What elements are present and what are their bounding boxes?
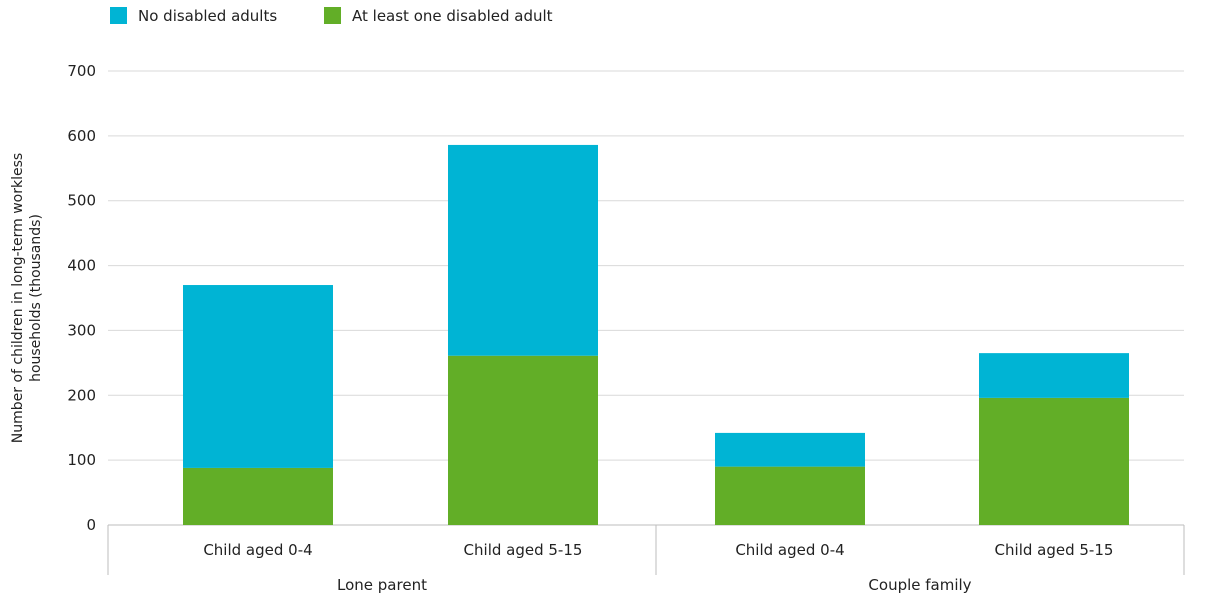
y-axis-ticks: 0 100 200 300 400 500 600 700 <box>67 62 96 534</box>
y-tick-label: 200 <box>67 386 96 404</box>
x-tick-label: Child aged 5-15 <box>464 541 583 559</box>
legend-swatch <box>324 7 341 24</box>
y-tick-label: 700 <box>67 62 96 80</box>
x-axis: Child aged 0-4 Child aged 5-15 Lone parent… <box>107 525 1185 594</box>
x-tick-label: Child aged 5-15 <box>995 541 1114 559</box>
x-tick-label: Child aged 0-4 <box>203 541 312 559</box>
bar-segment <box>715 432 865 467</box>
y-tick-label: 100 <box>67 451 96 469</box>
y-axis-label: Number of children in long-term workless… <box>10 153 44 443</box>
bar-segment <box>448 355 598 525</box>
bar-segment <box>979 397 1129 525</box>
bar-segment <box>183 285 333 468</box>
bar-segment <box>979 353 1129 398</box>
legend: No disabled adults At least one disabled … <box>110 7 553 25</box>
legend-swatch <box>110 7 127 24</box>
x-group-label: Lone parent <box>337 576 427 594</box>
x-tick-label: Child aged 0-4 <box>735 541 844 559</box>
bar-segment <box>183 467 333 525</box>
y-tick-label: 300 <box>67 321 96 339</box>
y-tick-label: 400 <box>67 257 96 275</box>
y-tick-label: 500 <box>67 192 96 210</box>
x-group-label: Couple family <box>868 576 971 594</box>
y-axis-label-line: households (thousands) <box>28 214 44 382</box>
bar-segment <box>715 466 865 525</box>
y-tick-label: 600 <box>67 127 96 145</box>
y-axis-title: Number of children in long-term workless… <box>10 153 44 443</box>
y-tick-label: 0 <box>86 516 96 534</box>
y-axis-label-line: Number of children in long-term workless <box>10 153 26 443</box>
bars <box>183 144 1129 525</box>
bar-segment <box>448 144 598 356</box>
legend-label: No disabled adults <box>138 7 277 25</box>
legend-label: At least one disabled adult <box>352 7 553 25</box>
